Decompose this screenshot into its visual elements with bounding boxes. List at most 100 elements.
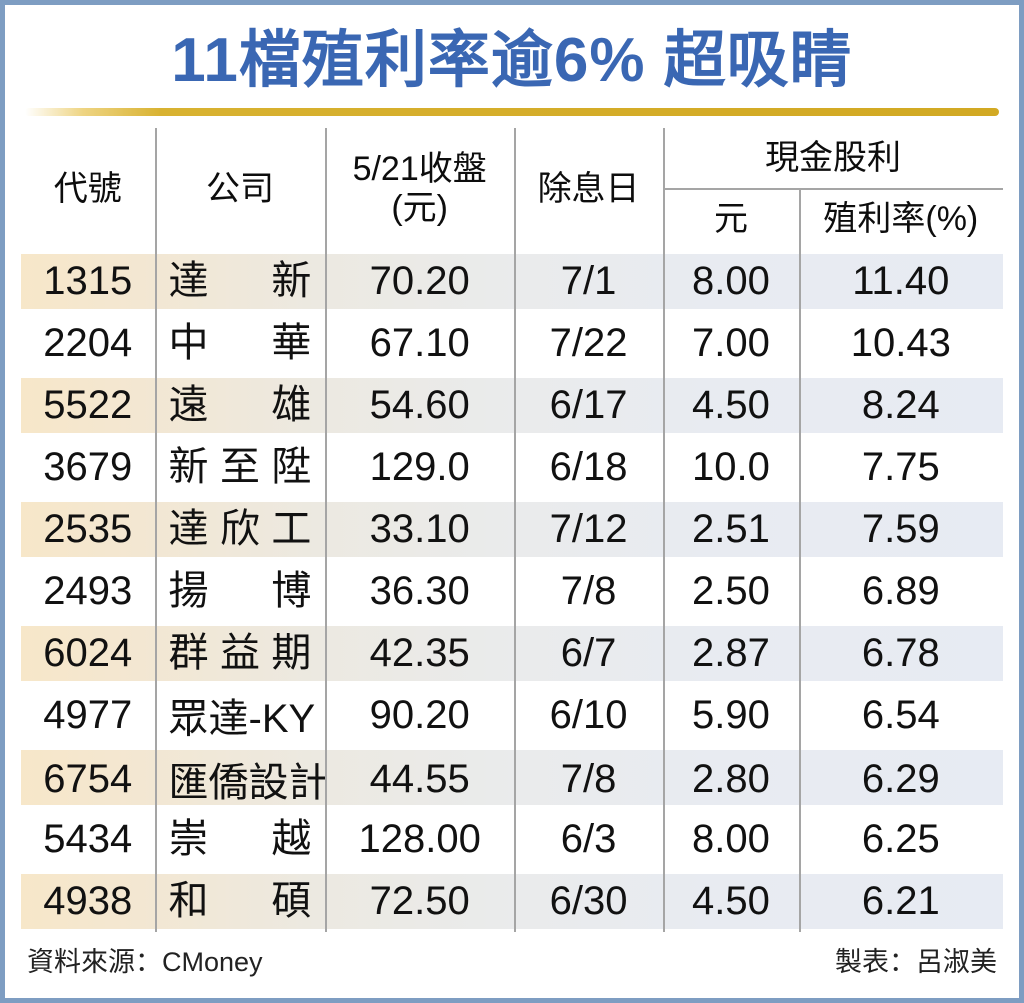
stock-code-cell: 3679 <box>43 444 133 489</box>
table-row: 2535 達欣工 33.10 7/12 2.51 7.59 <box>21 498 1003 561</box>
cash-dividend-cell: 2.80 <box>692 756 770 801</box>
dividend-yield-cell: 10.43 <box>850 320 951 365</box>
table-row: 5434 崇越 128.00 6/3 8.00 6.25 <box>21 808 1003 870</box>
closing-price-cell: 67.10 <box>369 320 470 365</box>
stock-code-cell: 2535 <box>43 507 133 552</box>
ex-dividend-date-cell: 6/7 <box>560 631 617 676</box>
column-divider-2 <box>325 128 328 933</box>
ex-dividend-date-cell: 6/18 <box>549 444 628 489</box>
table-row: 1315 達新 70.20 7/1 8.00 11.40 <box>21 250 1003 313</box>
header-dividend-ntd: 元 <box>713 200 748 239</box>
closing-price-cell: 33.10 <box>369 507 470 552</box>
stock-code-cell: 6754 <box>43 756 133 801</box>
stock-code-cell: 2493 <box>43 568 133 613</box>
company-name-cell: 達欣工 <box>168 507 312 552</box>
company-name-cell: 遠雄 <box>168 383 312 428</box>
table-row: 2204 中華 67.10 7/22 7.00 10.43 <box>21 312 1003 374</box>
company-name-cell: 崇越 <box>168 817 312 862</box>
cash-dividend-subheader-divider <box>663 188 1003 191</box>
table-row: 6024 群益期 42.35 6/7 2.87 6.78 <box>21 622 1003 685</box>
column-divider-5 <box>798 189 801 933</box>
ex-dividend-date-cell: 7/1 <box>560 259 617 304</box>
dividend-yield-cell: 8.24 <box>861 383 940 428</box>
closing-price-cell: 72.50 <box>369 879 470 924</box>
column-divider-4 <box>663 128 666 933</box>
stock-code-cell: 6024 <box>43 631 133 676</box>
cash-dividend-cell: 2.87 <box>692 631 770 676</box>
closing-price-cell: 44.55 <box>369 756 470 801</box>
company-name-cell: 匯僑設計 <box>168 761 329 806</box>
dividend-yield-cell: 6.89 <box>861 568 940 613</box>
closing-price-cell: 36.30 <box>369 568 470 613</box>
header-cash-dividend-group: 現金股利 <box>765 139 902 178</box>
dividend-yield-cell: 6.25 <box>861 816 940 861</box>
ex-dividend-date-cell: 6/3 <box>560 816 617 861</box>
table-header-row: 代號 公司 5/21收盤 (元) 除息日 現金股利 元 殖利率(%) <box>21 128 1003 250</box>
header-yield-percent: 殖利率(%) <box>823 200 979 239</box>
table-row: 4977 眾達-KY 90.20 6/10 5.90 6.54 <box>21 684 1003 746</box>
closing-price-cell: 70.20 <box>369 259 470 304</box>
table-row: 4938 和碩 72.50 6/30 4.50 6.21 <box>21 870 1003 933</box>
dividend-yield-cell: 6.78 <box>861 631 940 676</box>
dividend-yield-cell: 6.21 <box>861 879 940 924</box>
page-title: 11檔殖利率逾6% 超吸睛 <box>171 26 853 95</box>
closing-price-cell: 90.20 <box>369 692 470 737</box>
closing-price-cell: 42.35 <box>369 631 470 676</box>
dividend-yield-cell: 6.54 <box>861 692 940 737</box>
card-content: 11檔殖利率逾6% 超吸睛 代號 公司 5/21收盤 (元) 除息日 現金股利 元… <box>5 5 1019 979</box>
dividend-yield-cell: 11.40 <box>852 259 950 304</box>
table-credit-label: 製表：呂淑美 <box>835 947 997 978</box>
header-stock-code: 代號 <box>53 169 122 208</box>
cash-dividend-cell: 10.0 <box>692 444 770 489</box>
company-name-cell: 群益期 <box>168 631 312 676</box>
closing-price-cell: 129.0 <box>369 444 470 489</box>
data-source-label: 資料來源：CMoney <box>27 947 263 978</box>
stock-code-cell: 4977 <box>43 692 133 737</box>
table-row: 6754 匯僑設計 44.55 7/8 2.80 6.29 <box>21 746 1003 809</box>
table-row: 3679 新至陞 129.0 6/18 10.0 7.75 <box>21 436 1003 498</box>
company-name-cell: 達新 <box>168 259 312 304</box>
company-name-cell: 新至陞 <box>168 445 312 490</box>
column-divider-1 <box>154 128 157 933</box>
dividend-yield-cell: 7.75 <box>861 444 940 489</box>
cash-dividend-cell: 2.51 <box>692 507 770 552</box>
ex-dividend-date-cell: 6/17 <box>549 383 628 428</box>
stock-code-cell: 1315 <box>43 259 133 304</box>
dividend-yield-cell: 7.59 <box>861 507 940 552</box>
company-name-cell: 揚博 <box>168 569 312 614</box>
dividend-table: 代號 公司 5/21收盤 (元) 除息日 現金股利 元 殖利率(%) 1315 達… <box>21 128 1003 933</box>
table-row: 2493 揚博 36.30 7/8 2.50 6.89 <box>21 560 1003 622</box>
ex-dividend-date-cell: 7/8 <box>560 568 617 613</box>
closing-price-cell: 128.00 <box>358 816 481 861</box>
ex-dividend-date-cell: 7/22 <box>549 320 628 365</box>
cash-dividend-cell: 7.00 <box>692 320 770 365</box>
stock-code-cell: 2204 <box>43 320 133 365</box>
cash-dividend-cell: 4.50 <box>692 383 770 428</box>
cash-dividend-cell: 8.00 <box>692 259 770 304</box>
header-closing-price: 5/21收盤 (元) <box>325 128 514 250</box>
cash-dividend-cell: 8.00 <box>692 816 770 861</box>
header-company: 公司 <box>205 169 274 208</box>
cash-dividend-cell: 4.50 <box>692 879 770 924</box>
stock-code-cell: 4938 <box>43 879 133 924</box>
company-name-cell: 和碩 <box>168 879 312 924</box>
dividend-yield-cell: 6.29 <box>861 756 940 801</box>
table-body: 1315 達新 70.20 7/1 8.00 11.40 2204 中華 67.… <box>21 250 1003 933</box>
closing-price-cell: 54.60 <box>369 383 470 428</box>
header-closing-price-text: 5/21收盤 (元) <box>352 150 487 228</box>
stock-code-cell: 5522 <box>43 383 133 428</box>
company-name-cell: 中華 <box>168 321 312 366</box>
table-row: 5522 遠雄 54.60 6/17 4.50 8.24 <box>21 374 1003 437</box>
cash-dividend-cell: 2.50 <box>692 568 770 613</box>
stock-code-cell: 5434 <box>43 816 133 861</box>
ex-dividend-date-cell: 7/8 <box>560 756 617 801</box>
header-ex-dividend-date: 除息日 <box>537 169 640 208</box>
title-divider <box>25 108 999 117</box>
cash-dividend-cell: 5.90 <box>692 692 770 737</box>
company-name-cell: 眾達-KY <box>168 697 316 742</box>
table-footer: 資料來源：CMoney 製表：呂淑美 <box>21 932 1003 979</box>
ex-dividend-date-cell: 6/10 <box>549 692 628 737</box>
column-divider-3 <box>513 128 516 933</box>
ex-dividend-date-cell: 7/12 <box>549 507 628 552</box>
